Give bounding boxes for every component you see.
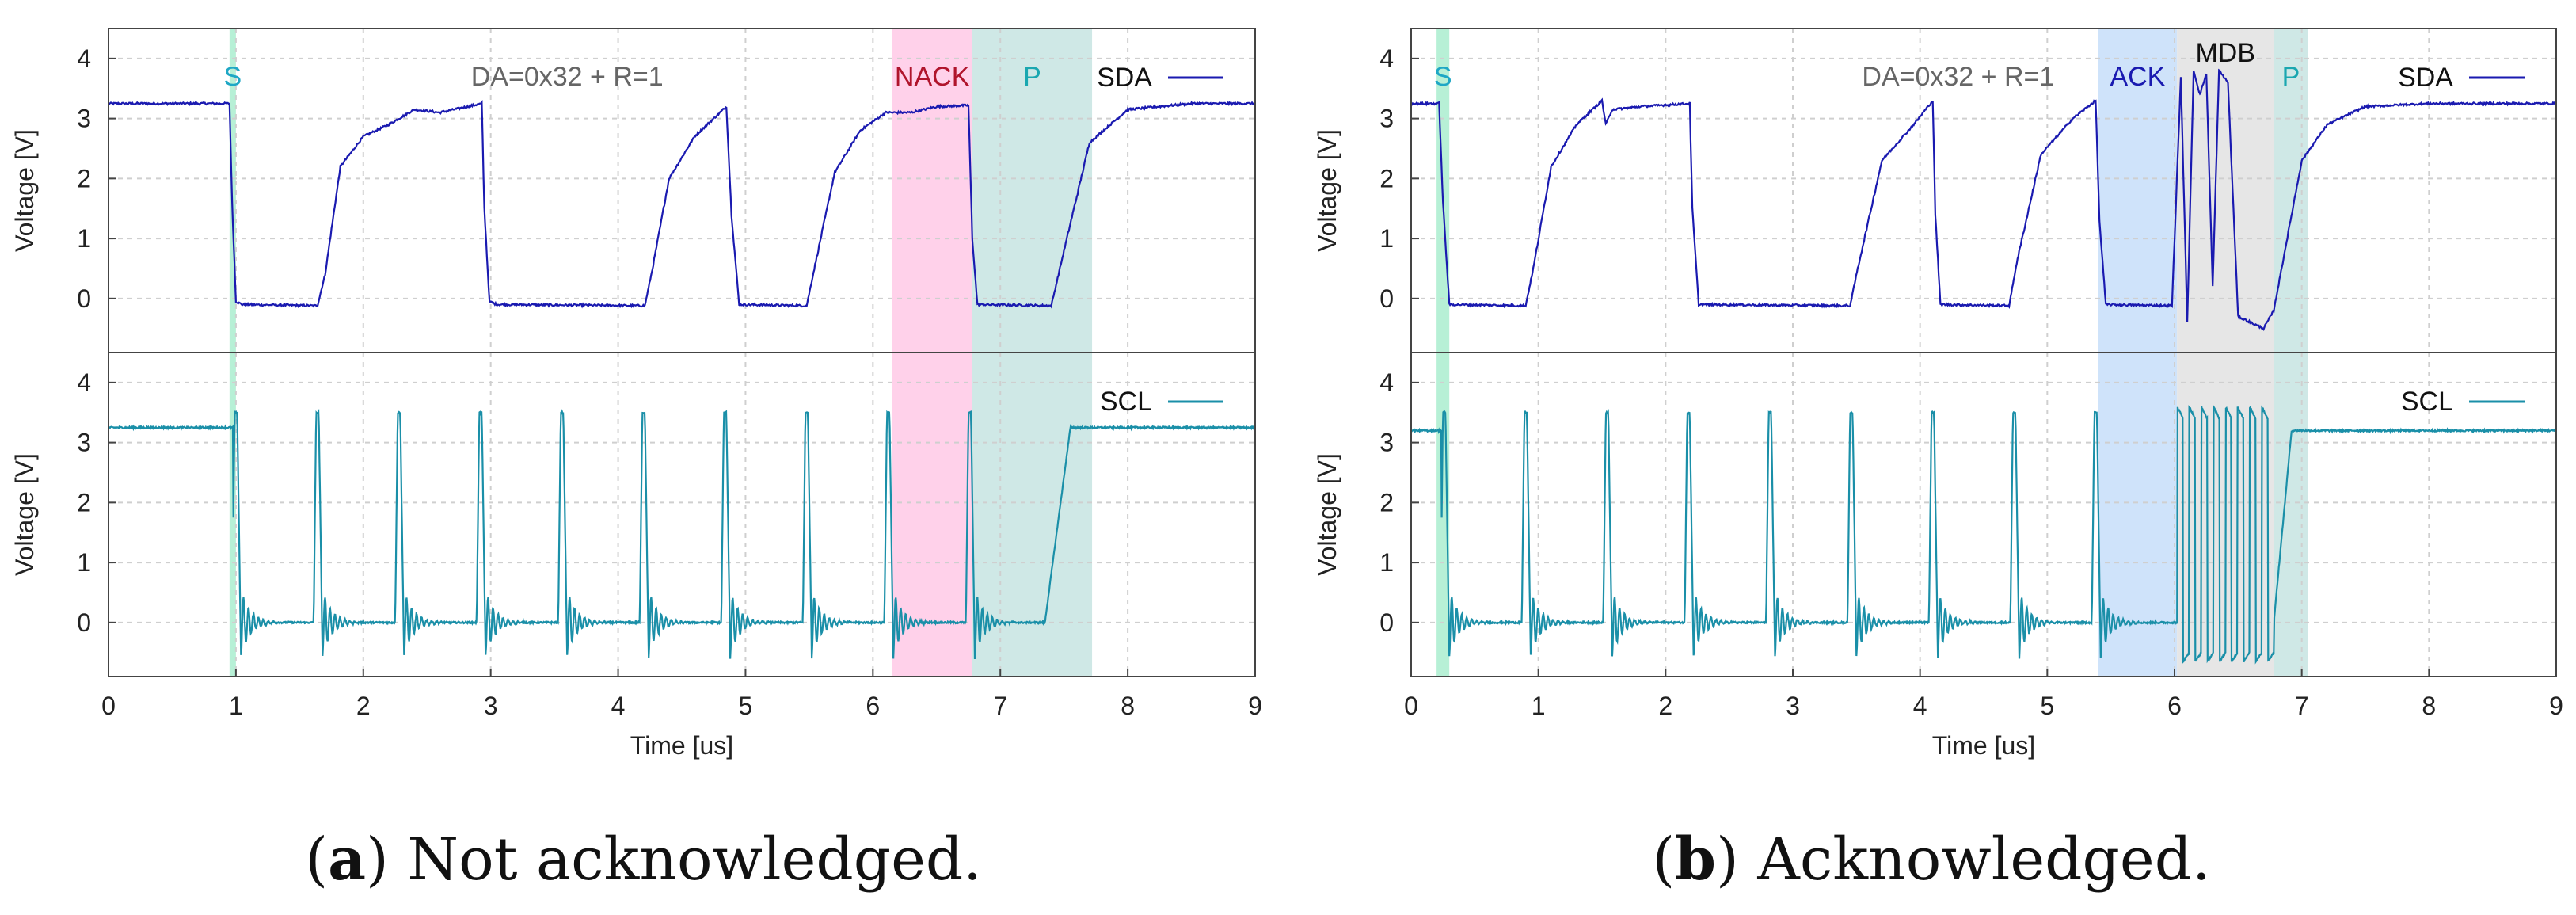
x-tick-label: 4	[611, 692, 626, 720]
y-tick-label: 0	[77, 284, 91, 313]
y-tick-label: 0	[77, 608, 91, 637]
y-tick-label: 4	[77, 368, 91, 397]
caption-letter-a: a	[328, 825, 367, 894]
y-tick-label: 2	[1379, 488, 1394, 517]
x-tick-label: 0	[1404, 692, 1418, 720]
x-tick-label: 3	[484, 692, 498, 720]
y-axis-label: Voltage [V]	[10, 453, 39, 576]
region-label-p-b: P	[2282, 62, 2300, 92]
y-tick-label: 1	[77, 548, 91, 577]
region-label-nack-a: NACK	[895, 62, 970, 92]
caption-a: (a) Not acknowledged.	[0, 816, 1287, 903]
y-tick-label: 0	[1379, 284, 1394, 313]
x-tick-label: 7	[2295, 692, 2309, 720]
series-scl-a	[108, 408, 1256, 660]
panel-a: 0 1 2 3 4 Voltage [V] 0 1 2 3 4 Voltage [V] 0 1 2 3 4 5 6 7…	[10, 28, 1262, 760]
region-label-p-a: P	[1023, 62, 1041, 92]
y-axis-label: Voltage [V]	[10, 129, 39, 252]
x-tick-label: 9	[2549, 692, 2563, 720]
y-axis-label: Voltage [V]	[1313, 129, 1341, 252]
y-tick-label: 0	[1379, 608, 1394, 637]
y-tick-label: 4	[77, 44, 91, 73]
x-tick-label: 3	[1786, 692, 1800, 720]
legend-label-sda: SDA	[1097, 63, 1152, 93]
panel-b: 0 1 2 3 4 Voltage [V] 0 1 2 3 4 Voltage [V] 0 1 2 3 4 5 6 7…	[1313, 28, 2563, 760]
y-tick-label: 1	[77, 224, 91, 253]
x-tick-label: 1	[229, 692, 243, 720]
y-tick-label: 2	[1379, 164, 1394, 193]
x-tick-label: 6	[2167, 692, 2182, 720]
x-tick-label: 6	[866, 692, 880, 720]
x-tick-label: 7	[993, 692, 1007, 720]
x-axis-label: Time [us]	[1932, 731, 2035, 760]
x-tick-label: 0	[101, 692, 116, 720]
y-tick-label: 3	[77, 429, 91, 457]
x-tick-label: 2	[356, 692, 371, 720]
x-tick-label: 5	[739, 692, 753, 720]
region-label-ack-b: ACK	[2110, 62, 2165, 92]
x-tick-label: 8	[2422, 692, 2436, 720]
y-tick-label: 3	[77, 105, 91, 133]
y-tick-label: 1	[1379, 548, 1394, 577]
y-tick-label: 3	[1379, 429, 1394, 457]
caption-text-b: ) Acknowledged.	[1716, 825, 2211, 894]
x-tick-label: 4	[1913, 692, 1927, 720]
y-axis-label: Voltage [V]	[1313, 453, 1341, 576]
series-scl-b	[1410, 404, 2557, 665]
series-sda-a	[108, 99, 1256, 309]
x-tick-label: 8	[1121, 692, 1135, 720]
y-tick-label: 2	[77, 488, 91, 517]
x-tick-label: 9	[1248, 692, 1262, 720]
y-tick-label: 4	[1379, 44, 1394, 73]
x-tick-label: 1	[1532, 692, 1546, 720]
region-label-s-a: S	[224, 62, 242, 92]
y-tick-label: 3	[1379, 105, 1394, 133]
x-tick-label: 5	[2040, 692, 2054, 720]
legend-label-sda: SDA	[2398, 63, 2453, 93]
frame-annotation: DA=0x32 + R=1	[1862, 62, 2054, 92]
caption-open-paren-b: (	[1652, 825, 1676, 894]
caption-open-paren-a: (	[305, 825, 329, 894]
legend-label-scl: SCL	[1100, 387, 1152, 417]
region-label-s-b: S	[1434, 62, 1452, 92]
caption-b: (b) Acknowledged.	[1287, 816, 2576, 903]
x-axis-label: Time [us]	[630, 731, 733, 760]
caption-text-a: ) Not acknowledged.	[366, 825, 982, 894]
series-sda-b	[1410, 68, 2557, 332]
y-tick-label: 1	[1379, 224, 1394, 253]
region-label-mdb-b: MDB	[2195, 38, 2255, 68]
caption-letter-b: b	[1675, 825, 1717, 894]
y-tick-label: 2	[77, 164, 91, 193]
legend-label-scl: SCL	[2401, 387, 2453, 417]
x-tick-label: 2	[1658, 692, 1672, 720]
y-tick-label: 4	[1379, 368, 1394, 397]
frame-annotation: DA=0x32 + R=1	[471, 62, 664, 92]
